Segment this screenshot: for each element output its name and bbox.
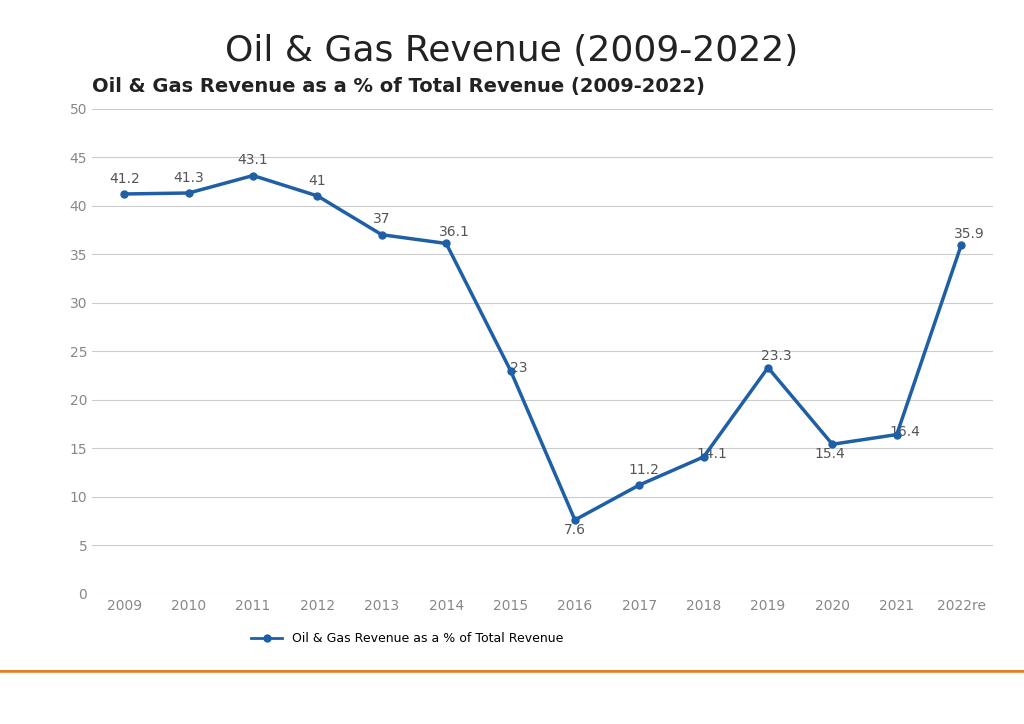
Text: Oil & Gas Revenue as a % of Total Revenue (2009-2022): Oil & Gas Revenue as a % of Total Revenu…: [92, 77, 706, 96]
Text: 41.3: 41.3: [173, 171, 204, 185]
Text: 36.1: 36.1: [439, 225, 470, 240]
Text: 41: 41: [308, 174, 327, 188]
Text: 35.9: 35.9: [954, 227, 985, 241]
Text: 16.4: 16.4: [890, 425, 921, 439]
Text: 11.2: 11.2: [628, 463, 658, 476]
Text: 37: 37: [373, 212, 390, 227]
Text: SPOTLIGHT ON THE ECONOMY 2022: SPOTLIGHT ON THE ECONOMY 2022: [400, 699, 624, 708]
Text: 7.6: 7.6: [564, 523, 586, 536]
Text: Oil & Gas Revenue (2009-2022): Oil & Gas Revenue (2009-2022): [225, 34, 799, 67]
Text: 15.4: 15.4: [814, 447, 845, 461]
Text: 41.2: 41.2: [109, 172, 139, 185]
Text: 10: 10: [976, 697, 993, 710]
Text: 23: 23: [510, 361, 527, 375]
Text: 14.1: 14.1: [696, 447, 727, 461]
Text: 43.1: 43.1: [238, 153, 268, 167]
Legend: Oil & Gas Revenue as a % of Total Revenue: Oil & Gas Revenue as a % of Total Revenu…: [246, 628, 569, 650]
Text: 23.3: 23.3: [761, 350, 792, 363]
